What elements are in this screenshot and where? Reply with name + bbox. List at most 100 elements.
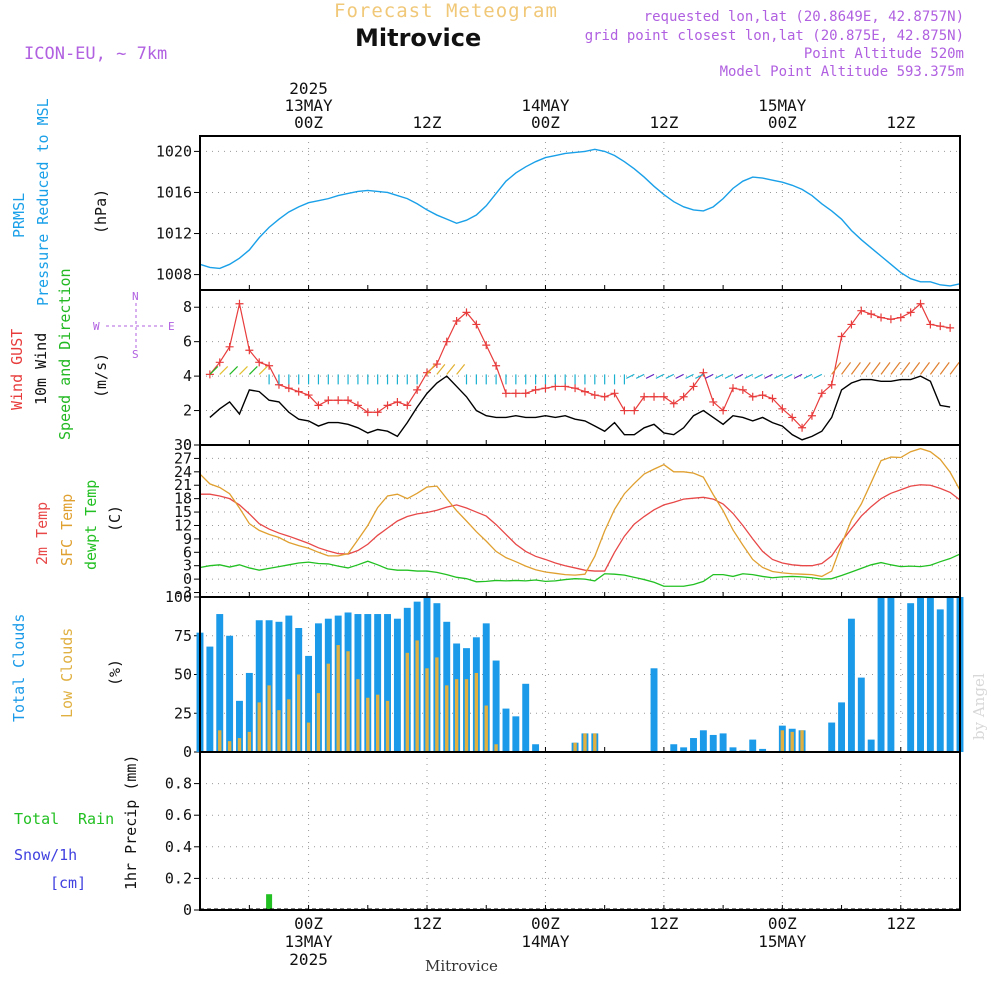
pressure-panel: 1008 1012 1016 1020 <box>156 136 961 290</box>
total-cloud-bar <box>236 700 243 752</box>
wind-direction-arrow <box>426 364 436 375</box>
total-cloud-bar <box>314 623 322 752</box>
gust-point <box>334 396 343 405</box>
low-cloud-bar <box>366 697 370 752</box>
ytick-label: 8 <box>183 298 192 316</box>
compass-n: N <box>132 290 139 303</box>
total-cloud-bar <box>275 621 283 752</box>
wind-direction-arrow <box>714 373 724 379</box>
wind-direction-arrow <box>626 373 635 379</box>
low-cloud-bar <box>800 730 804 752</box>
watermark: by Angel <box>970 673 988 740</box>
total-cloud-bar <box>512 716 520 752</box>
wind-direction-arrow <box>229 365 239 375</box>
gust-point <box>896 313 905 322</box>
total-cloud-bar <box>502 708 510 752</box>
total-cloud-bar <box>206 646 214 752</box>
ytick-label: 1012 <box>156 225 192 243</box>
pressure-line <box>199 148 961 287</box>
wind-direction-arrow <box>929 362 940 375</box>
total-cloud-bar <box>216 614 224 752</box>
gust-point <box>916 299 925 308</box>
time-label-bottom: 14MAY <box>521 932 570 951</box>
ytick-label: 3 <box>183 557 192 575</box>
wind-direction-arrow <box>764 373 773 379</box>
wind-dir-label: Speed and Direction <box>56 268 74 440</box>
temp-sfc-line <box>199 447 961 578</box>
gust-point <box>600 392 609 401</box>
total-cloud-bar <box>393 618 401 752</box>
low-cloud-bar <box>326 663 330 752</box>
ytick-label: 0.6 <box>165 806 192 824</box>
gust-point <box>877 313 886 322</box>
wind-direction-arrow <box>635 373 645 379</box>
product-title: Forecast Meteogram <box>334 0 558 22</box>
time-label-top: 00Z <box>294 113 323 132</box>
total-cloud-bar <box>699 730 707 752</box>
wind-direction-arrow <box>880 362 891 375</box>
precip-snow-unit: [cm] <box>50 874 86 892</box>
compass-s: S <box>132 348 139 361</box>
gust-point <box>472 320 481 329</box>
wind-direction-arrow <box>704 373 714 379</box>
total-cloud-bar <box>857 677 865 752</box>
wind-direction-arrow <box>793 373 803 379</box>
time-label-bottom: 12Z <box>886 914 915 933</box>
wind-direction-arrow <box>939 362 950 375</box>
gust-point <box>728 384 737 393</box>
wind-direction-arrow <box>813 373 823 379</box>
gust-point <box>403 401 412 410</box>
wind-direction-arrow <box>248 365 258 375</box>
footer-place: Mitrovice <box>425 957 498 975</box>
low-cloud-bar <box>484 705 488 752</box>
ytick-label: 24 <box>174 463 192 481</box>
total-cloud-bar <box>838 702 846 752</box>
low-cloud-bar <box>316 693 321 752</box>
gust-point <box>807 411 816 420</box>
wind-direction-arrow <box>239 365 248 375</box>
total-cloud-bar <box>729 747 737 752</box>
time-label-top: 14MAY <box>521 96 570 115</box>
temp-sfc-label: SFC Temp <box>58 494 76 566</box>
gust-line <box>209 302 951 429</box>
low-cloud-bar <box>375 694 380 752</box>
precip-snow-label: Snow/1h <box>14 846 77 864</box>
total-cloud-bar <box>226 635 234 752</box>
wind-direction-arrow <box>724 373 734 379</box>
low-cloud-bar <box>445 685 449 752</box>
gust-point <box>344 396 353 405</box>
ytick-label: 1016 <box>156 183 192 201</box>
gust-point <box>462 308 471 317</box>
gust-point <box>827 380 836 389</box>
low-cloud-bar <box>237 738 242 752</box>
wind-direction-arrow <box>900 362 911 375</box>
ytick-label: 50 <box>174 666 192 684</box>
gust-point <box>324 396 333 405</box>
time-label-top: 15MAY <box>758 96 807 115</box>
ytick-label: 0 <box>183 743 192 761</box>
gust-point <box>571 384 580 393</box>
gust-point <box>442 337 451 346</box>
low-cloud-bar <box>306 722 311 752</box>
pressure-label-prmsl: PRMSL <box>10 193 28 238</box>
cloud-unit: (%) <box>106 659 124 686</box>
gust-point <box>255 358 264 367</box>
total-cloud-bar <box>867 739 875 752</box>
panels: 100810121016102002468-303691215182124273… <box>156 136 961 919</box>
low-cloud-bar <box>425 668 429 752</box>
wind-direction-arrow <box>446 364 456 375</box>
wind-direction-arrow <box>783 373 793 379</box>
wind-direction-arrow <box>890 362 901 375</box>
place-title: Mitrovice <box>355 24 482 52</box>
gust-point <box>294 387 303 396</box>
gust-point <box>521 389 530 398</box>
ytick-label: 9 <box>183 530 192 548</box>
ytick-label: 0 <box>183 570 192 588</box>
wind-direction-arrow <box>744 373 753 379</box>
gust-point <box>432 360 441 369</box>
gust-point <box>265 361 274 370</box>
gust-point <box>837 332 846 341</box>
wind-direction-arrow <box>831 362 842 375</box>
precip-total-label: Total <box>14 810 59 828</box>
gust-point <box>906 308 915 317</box>
